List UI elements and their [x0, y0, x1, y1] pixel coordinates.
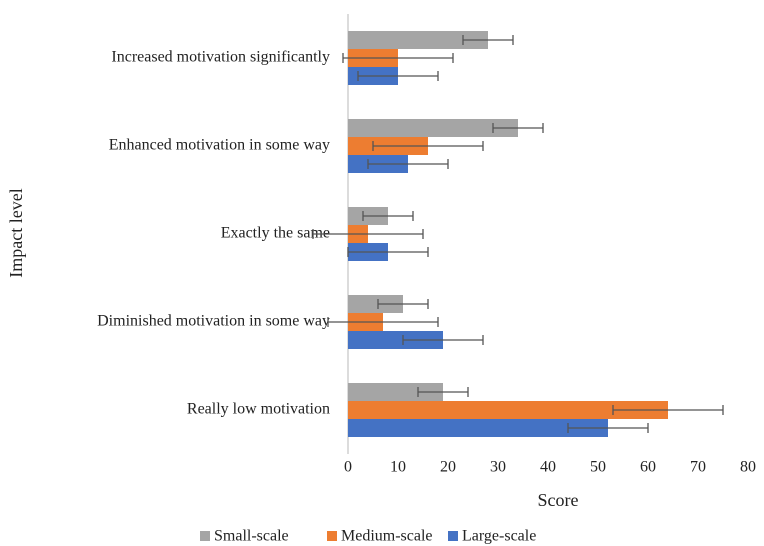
- bar: [348, 419, 608, 437]
- y-tick-label: Enhanced motivation in some way: [109, 137, 330, 154]
- y-tick-label: Increased motivation significantly: [111, 49, 330, 66]
- error-bar: [462, 35, 514, 45]
- y-tick-label: Diminished motivation in some way: [97, 313, 330, 330]
- error-bar: [567, 423, 649, 433]
- error-bar: [377, 299, 429, 309]
- legend-label: Large-scale: [462, 528, 536, 545]
- y-axis-label: Impact level: [6, 188, 26, 277]
- bar: [348, 295, 403, 313]
- error-bar: [342, 53, 454, 63]
- bar: [348, 31, 488, 49]
- bar: [348, 331, 443, 349]
- error-bar: [417, 387, 469, 397]
- x-tick-label: 80: [740, 459, 756, 476]
- x-tick-label: 10: [390, 459, 406, 476]
- error-bar: [347, 247, 429, 257]
- x-tick-label: 0: [344, 459, 352, 476]
- x-tick-label: 20: [440, 459, 456, 476]
- bar: [348, 119, 518, 137]
- x-tick-label: 60: [640, 459, 656, 476]
- legend-swatch: [200, 531, 210, 541]
- legend-swatch: [448, 531, 458, 541]
- error-bar: [357, 71, 439, 81]
- legend-swatch: [327, 531, 337, 541]
- x-tick-label: 50: [590, 459, 606, 476]
- error-bar: [327, 317, 439, 327]
- x-tick-label: 30: [490, 459, 506, 476]
- x-tick-label: 70: [690, 459, 706, 476]
- error-bar: [312, 229, 424, 239]
- bar: [348, 383, 443, 401]
- x-axis-label: Score: [538, 490, 579, 510]
- y-tick-label: Really low motivation: [187, 401, 330, 418]
- x-tick-label: 40: [540, 459, 556, 476]
- error-bar: [492, 123, 544, 133]
- error-bar: [367, 159, 449, 169]
- error-bar: [362, 211, 414, 221]
- bar: [348, 401, 668, 419]
- error-bar: [612, 405, 724, 415]
- error-bar: [372, 141, 484, 151]
- legend-label: Medium-scale: [341, 528, 433, 545]
- legend-label: Small-scale: [214, 528, 289, 545]
- y-tick-label: Exactly the same: [221, 225, 330, 242]
- error-bar: [402, 335, 484, 345]
